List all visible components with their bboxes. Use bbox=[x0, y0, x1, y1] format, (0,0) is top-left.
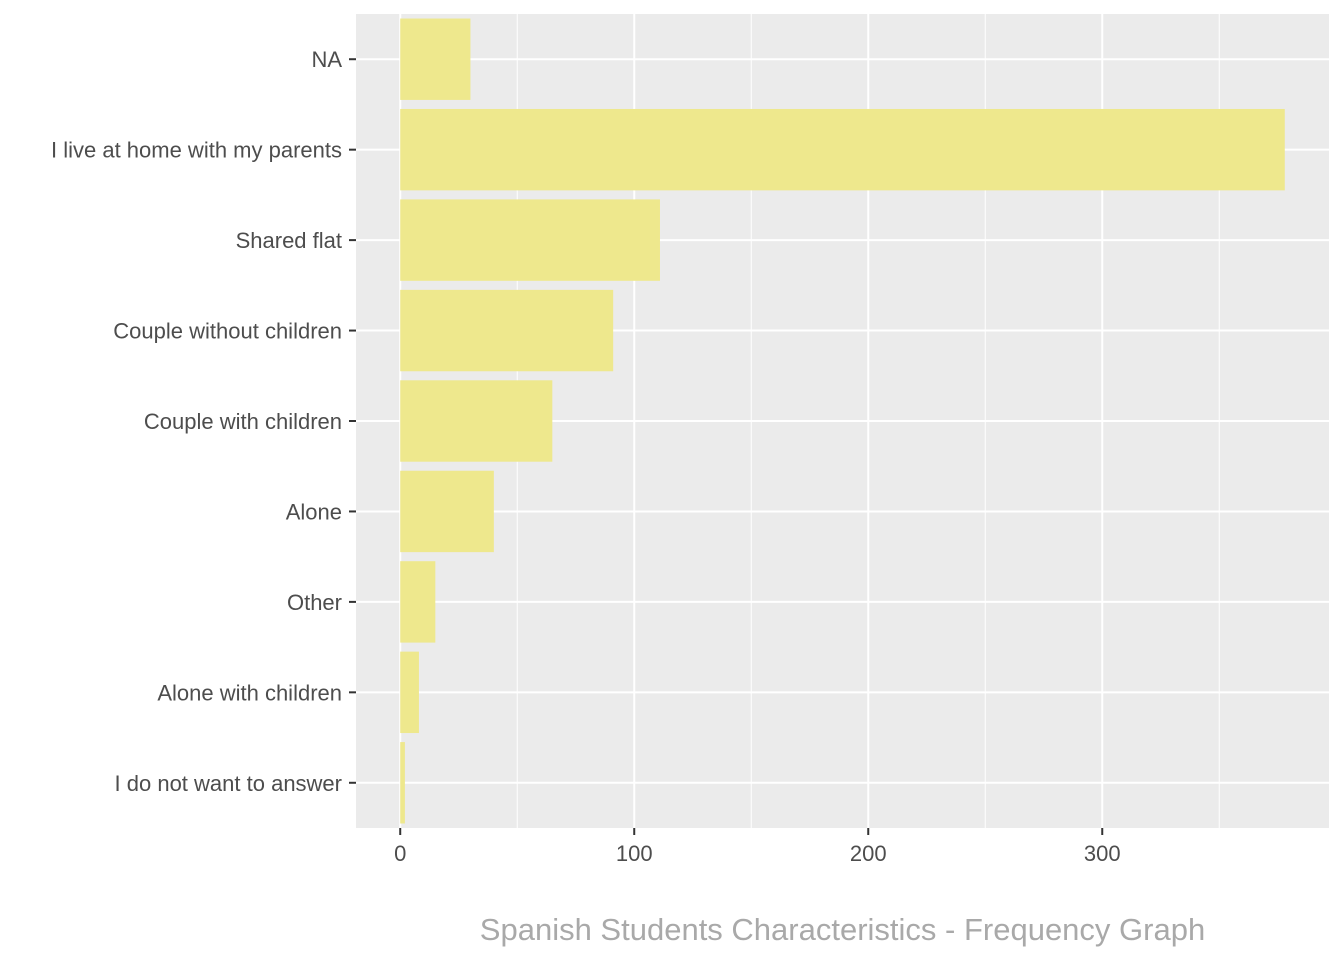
x-axis: 0 100 200 300 bbox=[394, 828, 1121, 866]
bar bbox=[400, 380, 553, 462]
bar bbox=[400, 470, 494, 553]
y-tick-label: I do not want to answer bbox=[115, 771, 342, 796]
x-tick-label: 100 bbox=[616, 841, 653, 866]
bars-group bbox=[400, 18, 1285, 824]
bar bbox=[400, 18, 471, 100]
y-tick-label: Couple with children bbox=[144, 409, 342, 434]
x-tick-label: 0 bbox=[394, 841, 406, 866]
bar bbox=[400, 199, 660, 281]
y-tick-label: NA bbox=[311, 47, 342, 72]
y-tick-label: I live at home with my parents bbox=[51, 138, 342, 163]
bar bbox=[400, 289, 614, 372]
x-tick-label: 300 bbox=[1084, 841, 1121, 866]
bar bbox=[400, 742, 405, 824]
y-tick-label: Alone with children bbox=[157, 680, 342, 705]
bar bbox=[400, 108, 1285, 191]
y-tick-label: Other bbox=[287, 590, 342, 615]
chart-title: Spanish Students Characteristics - Frequ… bbox=[480, 912, 1205, 947]
x-tick-label: 200 bbox=[850, 841, 887, 866]
bar bbox=[400, 561, 436, 643]
bar bbox=[400, 651, 419, 734]
y-axis: NA I live at home with my parents Shared f… bbox=[51, 47, 356, 796]
y-tick-label: Alone bbox=[286, 499, 342, 524]
y-tick-label: Couple without children bbox=[113, 319, 342, 344]
y-tick-label: Shared flat bbox=[236, 228, 342, 253]
